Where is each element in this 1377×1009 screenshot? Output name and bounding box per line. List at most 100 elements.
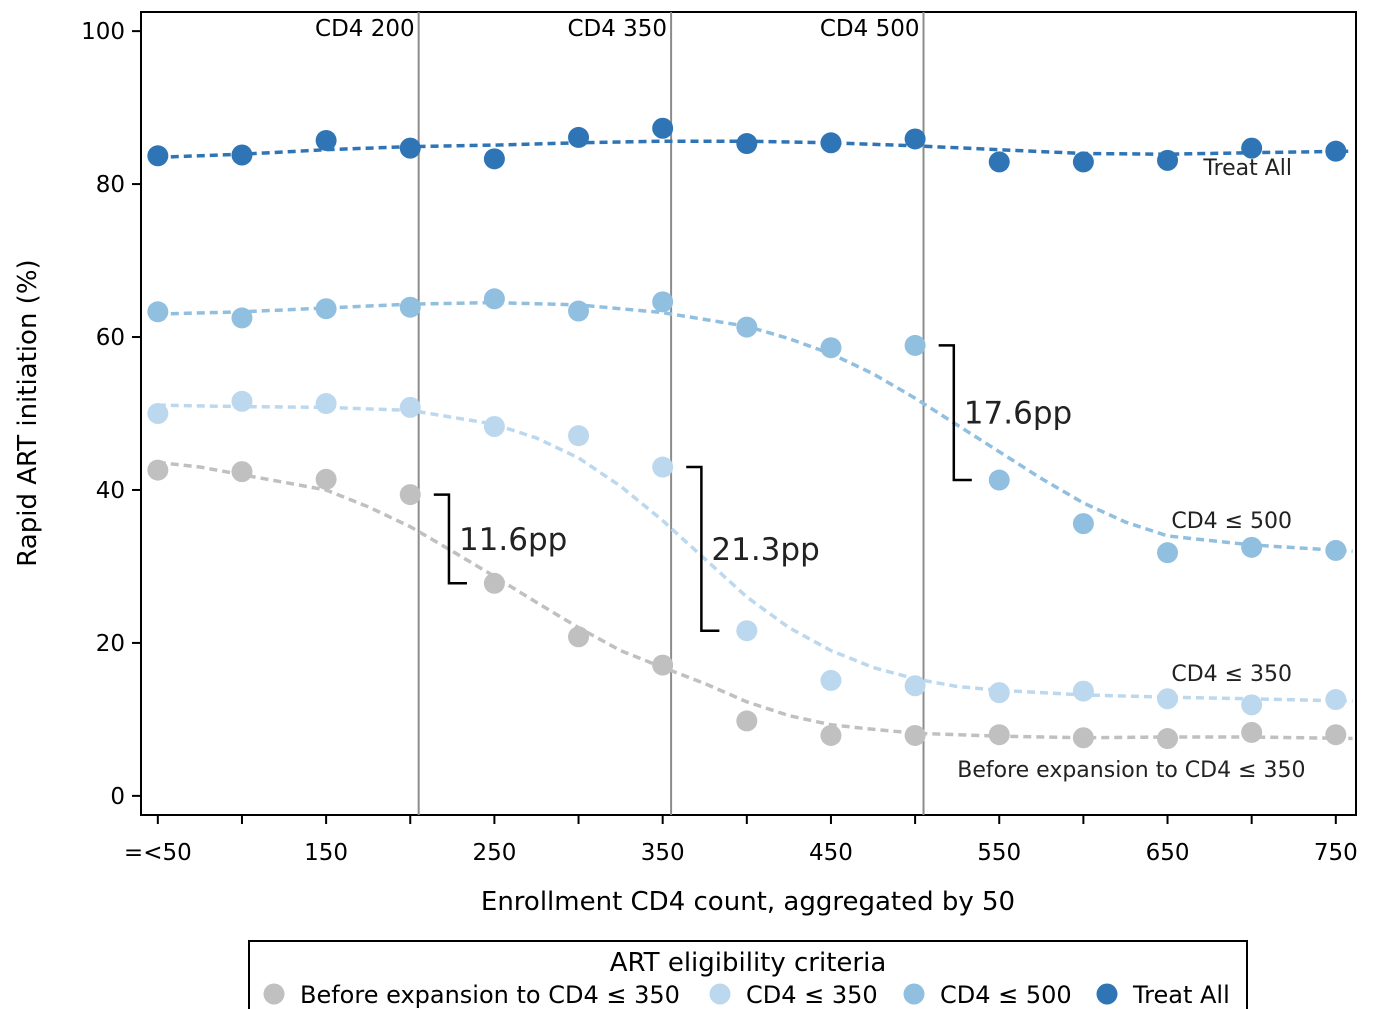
data-point — [399, 296, 421, 318]
data-point — [988, 151, 1010, 173]
data-point — [1157, 728, 1179, 750]
data-point — [231, 461, 253, 483]
data-point — [399, 137, 421, 159]
x-tick-label: 650 — [1146, 840, 1190, 866]
data-point — [1325, 689, 1347, 711]
data-point — [315, 468, 337, 490]
threshold-label: CD4 500 — [820, 16, 920, 42]
difference-bracket — [433, 493, 467, 585]
data-point — [1241, 721, 1263, 743]
data-point — [652, 117, 674, 139]
data-point — [736, 133, 758, 155]
y-tick-label: 0 — [110, 784, 125, 810]
series-annotation: Before expansion to CD4 ≤ 350 — [957, 758, 1305, 783]
difference-label: 21.3pp — [711, 532, 819, 568]
legend-marker — [903, 983, 925, 1005]
data-point — [399, 396, 421, 418]
data-point — [1157, 688, 1179, 710]
data-point — [399, 484, 421, 506]
data-point — [483, 288, 505, 310]
data-point — [568, 300, 590, 322]
y-tick-label: 80 — [96, 172, 125, 198]
y-tick-label: 20 — [96, 631, 125, 657]
x-tick-label: 150 — [304, 840, 348, 866]
series-annotation: CD4 ≤ 500 — [1171, 509, 1292, 534]
plot-frame — [140, 11, 1357, 816]
data-point — [1241, 137, 1263, 159]
y-axis-title: Rapid ART initiation (%) — [13, 259, 43, 566]
data-point — [652, 654, 674, 676]
data-point — [147, 301, 169, 323]
x-tick-label: 350 — [641, 840, 685, 866]
data-point — [1072, 151, 1094, 173]
data-point — [483, 572, 505, 594]
y-tick-label: 60 — [96, 325, 125, 351]
data-point — [1072, 680, 1094, 702]
data-point — [315, 298, 337, 320]
data-point — [1157, 149, 1179, 171]
series-annotation: CD4 ≤ 350 — [1171, 662, 1292, 687]
data-point — [736, 316, 758, 338]
data-point — [147, 403, 169, 424]
legend-entries: Before expansion to CD4 ≤ 350 CD4 ≤ 350 CD… — [263, 981, 1230, 1009]
data-point — [568, 425, 590, 447]
data-point — [1325, 140, 1347, 162]
data-point — [568, 626, 590, 648]
data-point — [147, 459, 169, 481]
data-point — [820, 132, 842, 154]
data-point — [904, 334, 926, 356]
fitted-curves — [157, 139, 1353, 741]
data-point — [1072, 513, 1094, 535]
x-tick-label: 750 — [1314, 840, 1358, 866]
difference-label: 11.6pp — [459, 522, 567, 558]
data-point — [1325, 539, 1347, 561]
data-point — [1241, 694, 1263, 716]
data-point — [988, 724, 1010, 746]
axes: 0 20 40 60 80 100 =<50 150 250 350 450 550 650 750 — [81, 19, 1358, 866]
legend-marker — [1096, 983, 1118, 1005]
data-point — [1241, 536, 1263, 558]
legend-marker — [709, 983, 731, 1005]
difference-bracket — [686, 465, 720, 632]
data-point — [988, 469, 1010, 491]
threshold-label: CD4 350 — [567, 16, 667, 42]
data-point — [1157, 542, 1179, 564]
x-tick-label: 550 — [977, 840, 1021, 866]
data-point — [231, 144, 253, 166]
data-point — [483, 416, 505, 438]
x-tick-label: =<50 — [124, 840, 192, 866]
x-tick-label: 450 — [809, 840, 853, 866]
data-point — [736, 710, 758, 732]
legend-marker — [263, 983, 285, 1005]
legend-box — [248, 940, 1248, 1009]
legend-label: CD4 ≤ 350 — [746, 981, 878, 1009]
data-point — [483, 148, 505, 170]
data-point — [820, 337, 842, 359]
threshold-label: CD4 200 — [315, 16, 415, 42]
data-point — [820, 669, 842, 691]
data-point — [1325, 724, 1347, 746]
x-axis-title: Enrollment CD4 count, aggregated by 50 — [481, 887, 1015, 917]
data-point — [652, 291, 674, 313]
data-point — [820, 724, 842, 746]
data-point — [315, 393, 337, 415]
legend-title: ART eligibility criteria — [610, 948, 887, 978]
difference-label: 17.6pp — [964, 396, 1072, 432]
data-point — [904, 675, 926, 697]
data-point — [652, 456, 674, 478]
fit-curve — [157, 300, 1353, 553]
data-point — [904, 724, 926, 746]
legend: ART eligibility criteria Before expansio… — [248, 940, 1248, 1009]
data-point — [904, 128, 926, 150]
y-tick-label: 100 — [81, 19, 125, 45]
series-annotations: Treat All CD4 ≤ 500 CD4 ≤ 350 Before expans… — [957, 156, 1305, 783]
data-points — [147, 117, 1347, 750]
legend-label: Before expansion to CD4 ≤ 350 — [300, 981, 680, 1009]
series-annotation: Treat All — [1202, 156, 1292, 181]
y-tick-label: 40 — [96, 478, 125, 504]
data-point — [736, 620, 758, 642]
data-point — [568, 126, 590, 148]
data-point — [231, 307, 253, 329]
fit-curve — [157, 403, 1353, 703]
